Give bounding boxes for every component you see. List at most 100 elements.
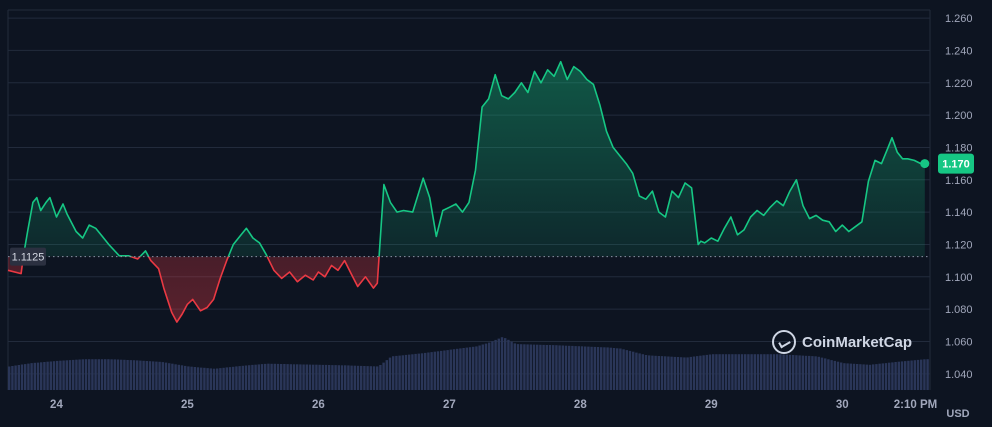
volume-bar [177,364,180,390]
volume-bar [376,366,379,390]
volume-bar [686,357,689,390]
volume-bar [625,350,628,390]
y-tick-label: 1.260 [945,13,973,25]
volume-bar [235,366,238,390]
volume-bar [827,359,830,390]
volume-bar [840,362,843,390]
volume-bar [260,364,264,390]
volume-bar [91,359,94,390]
volume-bar [788,354,792,390]
volume-bar [520,344,523,390]
volume-bar [452,349,456,390]
volume-bar [747,354,750,390]
volume-bar [308,364,312,390]
volume-bar [225,367,228,390]
volume-bar [392,356,395,390]
y-tick-label: 1.080 [945,304,973,316]
volume-bar [606,347,609,390]
volume-bar [286,364,289,390]
volume-bar [244,365,248,390]
volume-bar [350,365,353,390]
x-axis: 24 25 26 27 28 29 30 2:10 PM USD [50,399,970,420]
volume-bar [756,354,760,390]
volume-bar [248,365,251,390]
volume-bar [603,347,606,390]
y-tick-label: 1.240 [945,45,973,57]
volume-bar [251,364,254,390]
volume-bar [360,365,363,390]
volume-bar [926,359,929,390]
volume-bar [116,359,120,390]
volume-bar [497,338,500,390]
volume-bar [430,352,433,390]
volume-bar [30,363,33,390]
coinmarketcap-logo-icon [772,330,796,354]
volume-bar [427,352,430,390]
volume-bar [673,356,676,390]
volume-bar [772,354,776,390]
volume-bar [923,359,926,390]
volume-bar [587,346,590,390]
volume-bar [193,367,196,390]
volume-bar [900,361,904,390]
volume-bar [56,360,59,390]
volume-bar [340,365,344,390]
volume-bar [353,365,356,390]
volume-bar [814,356,817,390]
volume-bar [152,361,155,390]
volume-bar [155,361,158,390]
volume-bar [14,365,17,390]
volume-bar [523,344,526,390]
volume-bar [763,354,766,390]
volume-bar [868,364,872,390]
volume-bar [232,366,235,390]
volume-bar [187,366,190,390]
volume-bar [436,351,440,390]
volume-bar [478,345,481,390]
volume-bar [865,364,868,390]
volume-bar [500,337,504,390]
volume-bar [580,346,584,390]
volume-bar [174,364,177,390]
volume-bar [836,361,840,390]
x-tick-label: 24 [50,399,63,411]
volume-bar [468,347,472,390]
volume-bar [766,354,769,390]
volume-bars [8,337,929,390]
volume-bar [292,364,296,390]
coinmarketcap-watermark: CoinMarketCap [772,330,912,354]
volume-bar [584,346,587,390]
volume-bar [888,362,891,390]
volume-bar [206,368,209,390]
volume-bar [334,365,337,390]
x-tick-label: 26 [312,399,325,411]
volume-bar [712,354,715,390]
volume-bar [792,355,795,390]
volume-bar [40,362,43,390]
volume-bar [459,348,462,390]
volume-bar [190,366,193,390]
volume-bar [574,346,577,390]
volume-bar [804,355,808,390]
volume-bar [382,362,385,390]
volume-bar [737,354,740,390]
volume-bar [728,354,731,390]
volume-bar [782,354,785,390]
volume-bar [699,355,702,390]
y-axis: 1.260 1.240 1.220 1.200 1.180 1.160 1.140 1.120… [945,13,973,381]
volume-bar [683,357,686,390]
baseline-badge: 1.1125 [10,247,46,266]
volume-bar [344,365,347,390]
volume-bar [820,357,824,390]
volume-bar [641,354,644,390]
volume-bar [110,359,113,390]
volume-bar [299,364,302,390]
volume-bar [542,344,545,390]
volume-bar [622,349,625,390]
volume-bar [24,364,27,390]
volume-bar [222,367,225,390]
volume-bar [862,364,865,390]
volume-bar [401,355,404,390]
